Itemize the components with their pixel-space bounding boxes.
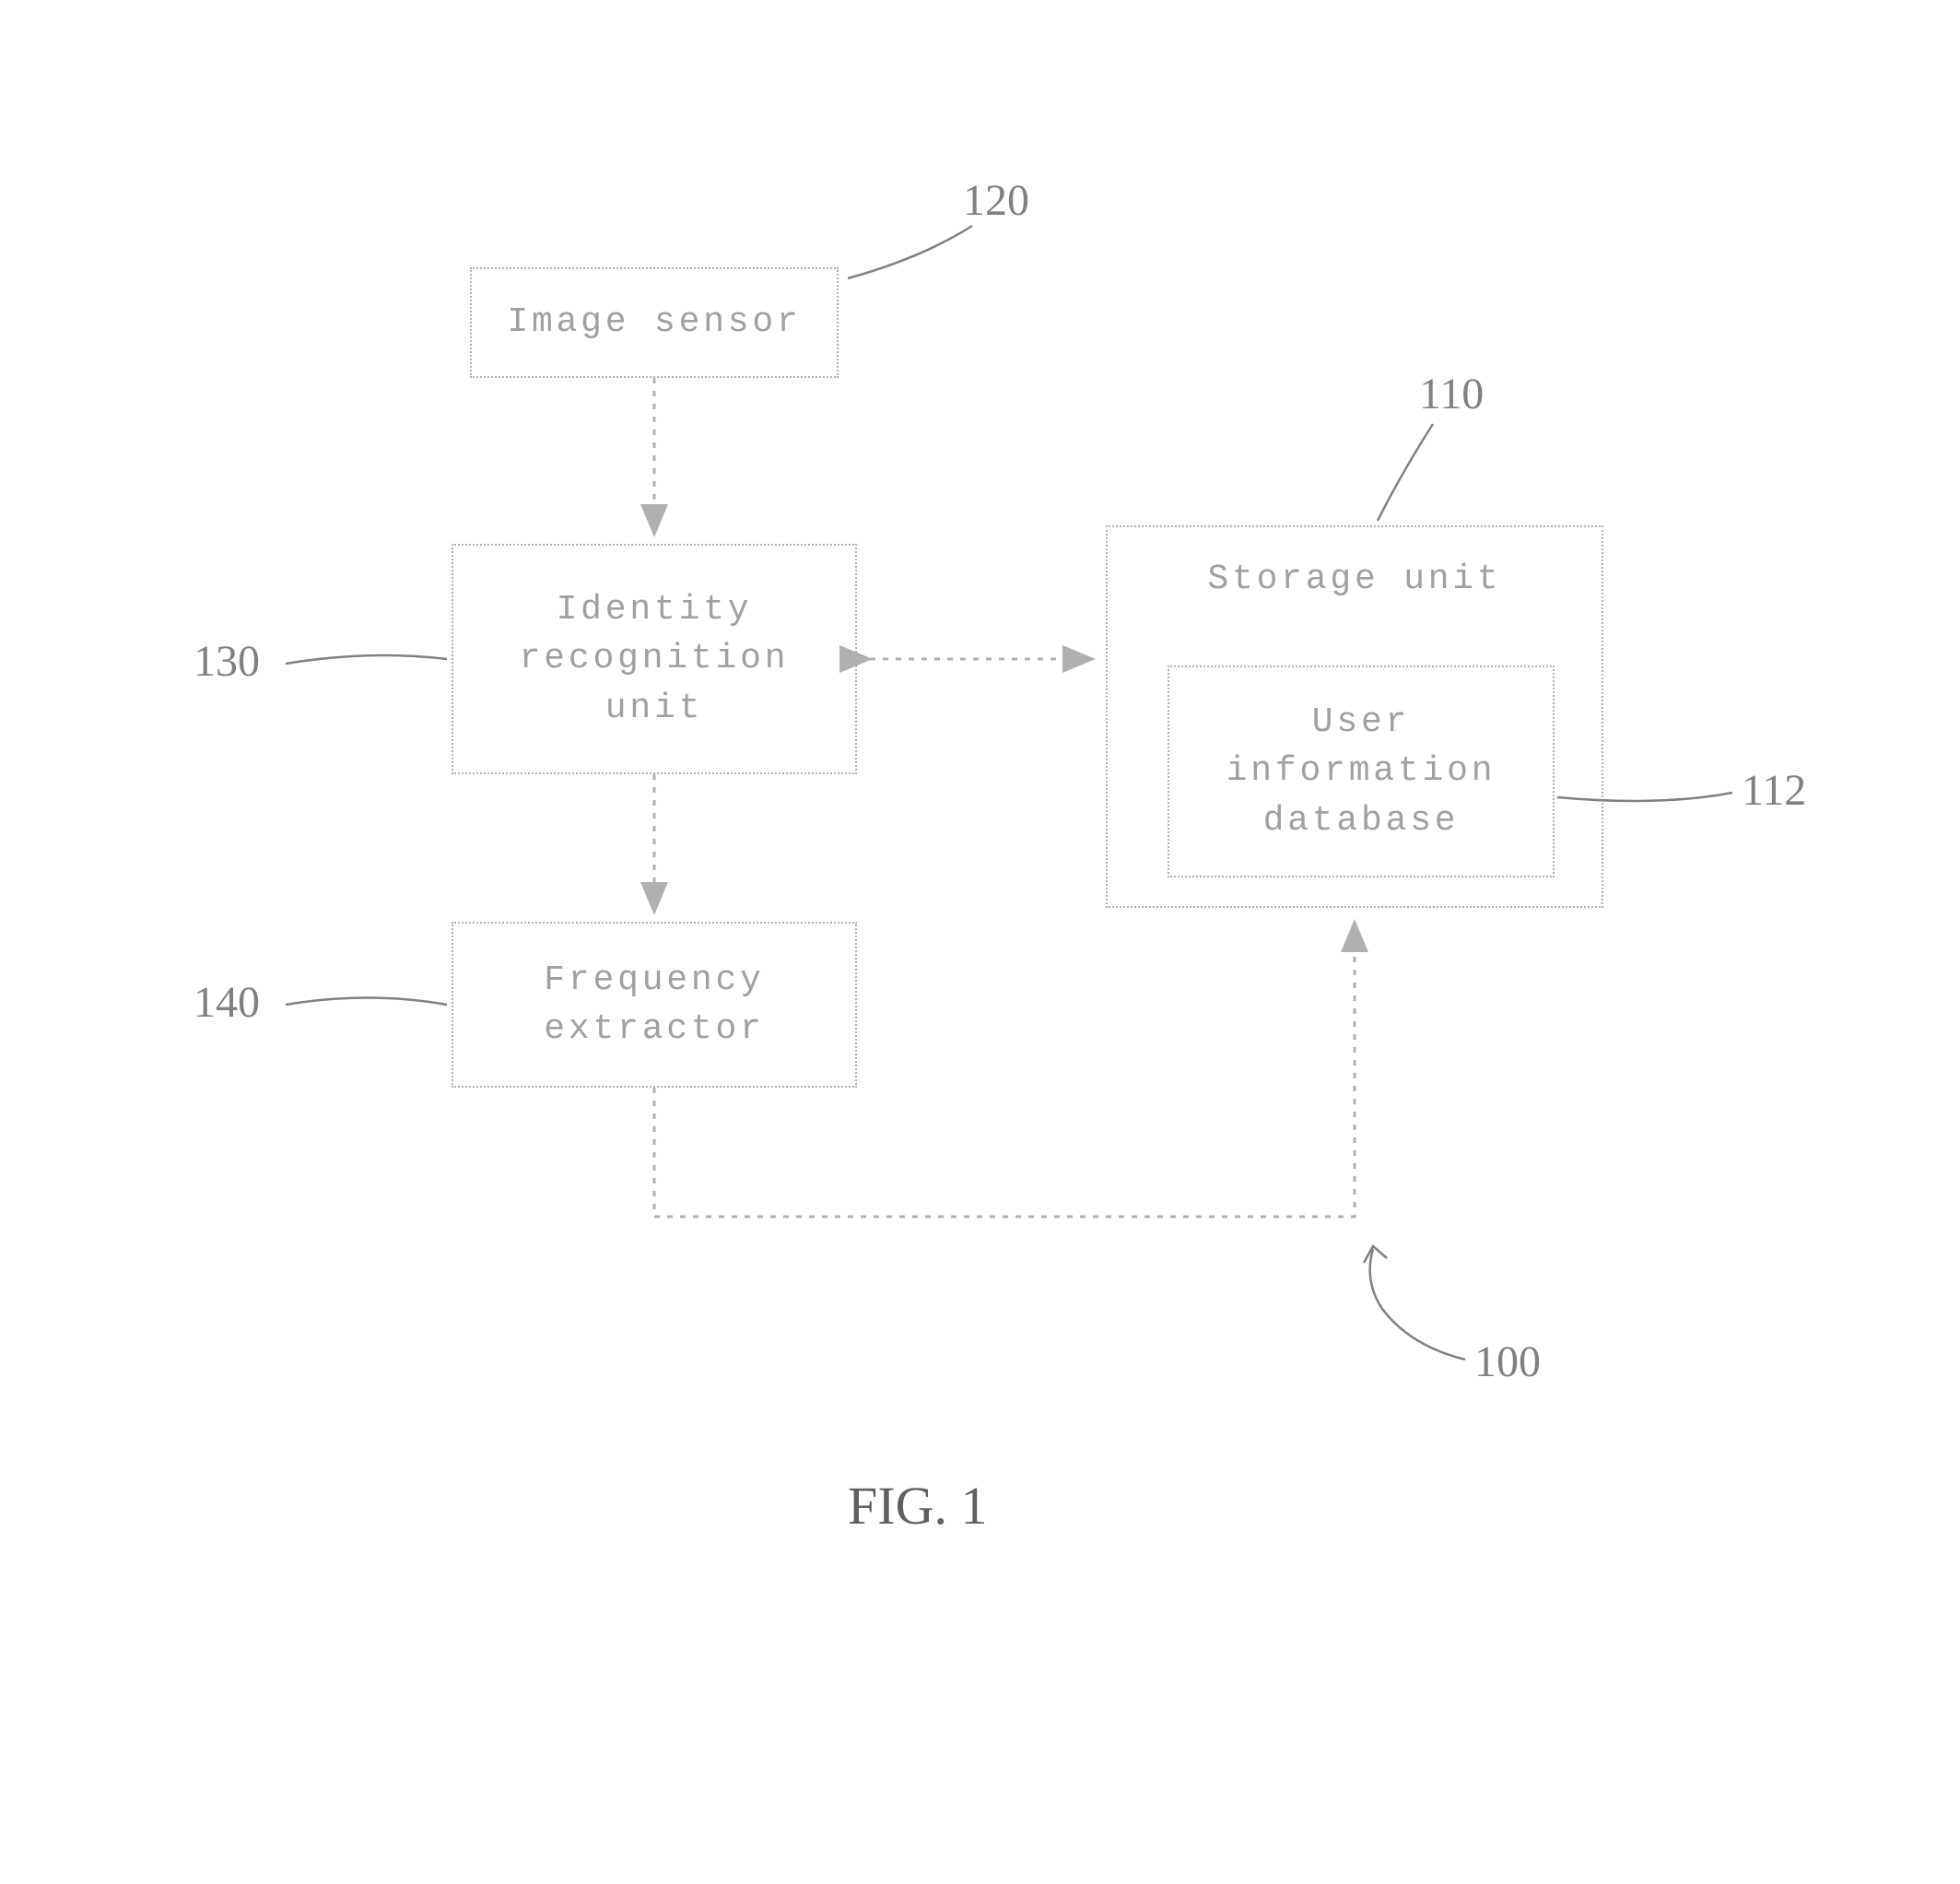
ref-label-110: 110	[1419, 369, 1484, 419]
diagram-container: Image sensor Identity recognition unit F…	[0, 0, 1960, 1884]
leader-line	[848, 226, 972, 278]
figure-caption: FIG. 1	[848, 1475, 987, 1537]
node-image-sensor: Image sensor	[470, 267, 839, 378]
node-storage-unit: Storage unit User information database	[1106, 525, 1603, 908]
leader-line	[1364, 1246, 1387, 1263]
node-frequency-extractor: Frequency extractor	[452, 922, 857, 1088]
leader-line	[286, 998, 447, 1006]
ref-label-120: 120	[963, 175, 1029, 226]
leader-line	[286, 655, 447, 664]
ref-label-130: 130	[194, 636, 260, 687]
node-label: Storage unit	[1108, 555, 1602, 604]
diagram-edges	[0, 0, 1960, 1884]
leader-line	[1370, 1249, 1465, 1360]
node-label: User information database	[1226, 698, 1496, 845]
ref-label-112: 112	[1742, 765, 1806, 816]
node-label: Identity recognition unit	[520, 585, 790, 733]
leader-line	[1378, 424, 1433, 521]
ref-label-140: 140	[194, 977, 260, 1028]
node-user-info-db: User information database	[1168, 665, 1555, 877]
node-identity-recognition: Identity recognition unit	[452, 544, 857, 774]
node-label: Image sensor	[507, 298, 801, 347]
ref-label-100: 100	[1474, 1336, 1541, 1387]
node-label: Frequency extractor	[544, 956, 764, 1054]
